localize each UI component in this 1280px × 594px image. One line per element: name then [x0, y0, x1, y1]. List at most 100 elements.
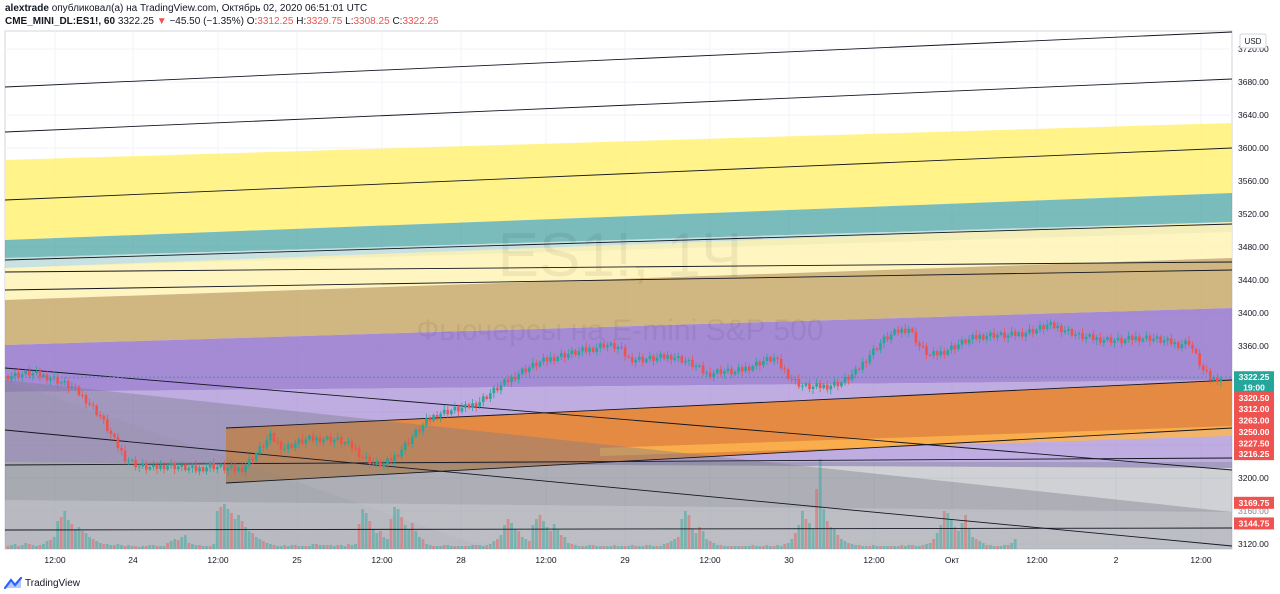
candle	[421, 422, 425, 437]
volume-bar	[673, 539, 677, 549]
volume-bar	[595, 546, 599, 549]
candle	[35, 366, 38, 376]
trend-line	[5, 367, 1232, 471]
price-tick-label: 3680.00	[1238, 77, 1269, 87]
volume-bar	[811, 529, 815, 549]
candle	[1099, 332, 1102, 346]
volume-bar	[144, 546, 148, 549]
volume-bar	[130, 546, 134, 549]
candle-body	[357, 448, 361, 458]
candle-body	[325, 436, 329, 440]
candle-body	[1201, 365, 1205, 371]
volume-bar	[637, 546, 641, 549]
volume-bar	[425, 544, 428, 549]
price-tag-label: 3320.50	[1239, 393, 1270, 403]
candle-body	[549, 357, 552, 362]
volume-bar	[481, 546, 485, 549]
volume-bar	[272, 545, 276, 549]
candle-body	[542, 357, 545, 362]
candle	[464, 400, 467, 412]
candle	[219, 462, 223, 469]
price-tag: 3312.00	[1234, 402, 1274, 415]
volume-bar	[400, 517, 404, 549]
candle	[552, 353, 556, 366]
price-chart[interactable]: ES1!, 1Ч Фьючерсы на E-mini S&P 500 3120…	[0, 0, 1280, 572]
candle	[215, 463, 219, 474]
candle	[59, 380, 63, 386]
candle-body	[350, 441, 354, 449]
volume-bar	[347, 544, 350, 549]
author-name[interactable]: alextrade	[5, 3, 49, 14]
candle-body	[847, 376, 850, 380]
candlestick-series	[6, 319, 1223, 477]
volume-bar	[421, 539, 425, 549]
candle-body	[478, 402, 481, 407]
candle-body	[818, 383, 822, 388]
volume-bar	[779, 546, 783, 549]
candle-body	[88, 403, 91, 405]
candle-body	[740, 367, 744, 372]
candle-body	[421, 424, 425, 432]
volume-bar	[981, 543, 985, 549]
candle-body	[616, 346, 620, 350]
candle	[70, 381, 74, 391]
candle	[499, 381, 503, 395]
volume-bar	[357, 524, 361, 549]
candle-body	[687, 359, 691, 361]
candle	[325, 435, 329, 441]
volume-bar	[446, 545, 450, 549]
candle	[1134, 331, 1138, 343]
candle-body	[907, 328, 911, 333]
candle-body	[340, 437, 343, 444]
candle	[152, 460, 155, 471]
time-tick-label: 25	[292, 555, 302, 565]
volume-bar	[605, 546, 609, 549]
volume-bar	[577, 546, 581, 549]
candle	[81, 390, 84, 399]
price-axis[interactable]: 3120.003160.003200.003240.003280.003320.…	[1238, 44, 1269, 549]
candle	[893, 327, 896, 337]
tradingview-logo[interactable]: TradingView	[4, 575, 80, 591]
candle	[212, 458, 215, 472]
time-axis[interactable]: 12:00 24 12:00 25 12:00 28 12:00 29 12:00 30 12:00…	[44, 555, 1212, 565]
candle	[701, 361, 705, 377]
volume-bar	[183, 535, 187, 549]
volume-bar	[875, 546, 879, 549]
candle	[1035, 327, 1038, 336]
price-tick-label: 3200.00	[1238, 473, 1269, 483]
candle-body	[645, 359, 648, 363]
candle-body	[1003, 332, 1006, 339]
candle-body	[159, 465, 162, 469]
candle	[801, 382, 804, 391]
symbol-name[interactable]: CME_MINI_DL:ES1!, 60	[5, 16, 116, 27]
volume-bar	[549, 531, 553, 549]
candle-body	[535, 362, 538, 367]
currency-label[interactable]: USD	[1239, 33, 1267, 49]
candle	[914, 327, 918, 347]
candle-body	[996, 334, 999, 338]
watermark-name: Фьючерсы на E-mini S&P 500	[417, 314, 824, 347]
candle	[634, 357, 638, 368]
volume-bar	[304, 546, 308, 549]
volume-bar	[230, 513, 233, 549]
time-tick-label: 12:00	[535, 555, 557, 565]
volume-bar	[620, 546, 623, 549]
volume-bar	[896, 546, 900, 549]
volume-bar	[488, 544, 492, 549]
candle	[765, 353, 769, 366]
candle-body	[152, 464, 155, 468]
candle	[141, 459, 145, 469]
volume-bar	[269, 544, 272, 549]
candle	[481, 393, 485, 407]
volume-bar	[364, 513, 368, 549]
candle	[861, 357, 865, 373]
candle	[361, 455, 364, 460]
candle	[102, 413, 106, 425]
candle	[120, 445, 123, 456]
volume-bar	[623, 546, 627, 549]
candle-body	[755, 361, 758, 367]
candle-body	[1074, 334, 1077, 336]
candle	[1081, 328, 1084, 342]
candle-body	[74, 386, 77, 388]
candle	[432, 413, 435, 423]
